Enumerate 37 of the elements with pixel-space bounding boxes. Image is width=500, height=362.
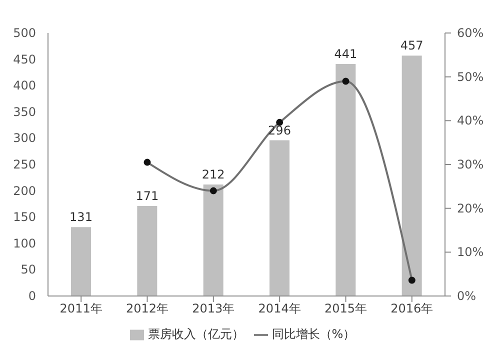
x-tick-label: 2012年 [126, 302, 169, 316]
bar [402, 56, 422, 296]
y2-tick-label: 10% [457, 245, 484, 260]
y2-tick-label: 60% [457, 26, 484, 40]
bar [137, 206, 158, 296]
y-tick-label: 150 [13, 210, 36, 224]
data-label: 457 [400, 38, 424, 53]
x-tick-label: 2015年 [324, 302, 368, 316]
bar [71, 227, 91, 296]
data-label: 171 [136, 189, 159, 204]
x-tick-label: 2011年 [60, 302, 102, 316]
x-tick-label: 2013年 [192, 302, 235, 316]
y-tick-label: 250 [13, 158, 36, 172]
data-label: 131 [70, 210, 92, 224]
y2-tick-label: 0% [457, 289, 476, 303]
y-tick-label: 50 [20, 262, 36, 277]
y-tick-label: 500 [13, 26, 36, 40]
bar [336, 64, 356, 296]
y-tick-label: 350 [13, 104, 36, 119]
y-tick-label: 100 [13, 236, 36, 250]
data-label: 441 [334, 47, 358, 62]
y-tick-label: 450 [13, 52, 36, 66]
y-tick-label: 200 [13, 184, 36, 198]
y-tick-label: 0 [28, 289, 36, 303]
x-tick-label: 2014年 [258, 302, 301, 316]
bar [270, 140, 290, 296]
x-tick-label: 2016年 [390, 302, 434, 316]
data-label: 212 [202, 167, 225, 182]
y2-tick-label: 40% [457, 114, 484, 128]
bar [203, 184, 224, 296]
y-tick-label: 300 [13, 131, 36, 146]
legend-label: 票房收入（亿元） [148, 327, 244, 341]
y2-tick-label: 50% [457, 70, 484, 84]
legend-label: 同比增长（%） [272, 327, 356, 341]
y-tick-label: 400 [13, 78, 36, 93]
y2-tick-label: 20% [457, 201, 484, 216]
y2-tick-label: 30% [457, 158, 484, 172]
